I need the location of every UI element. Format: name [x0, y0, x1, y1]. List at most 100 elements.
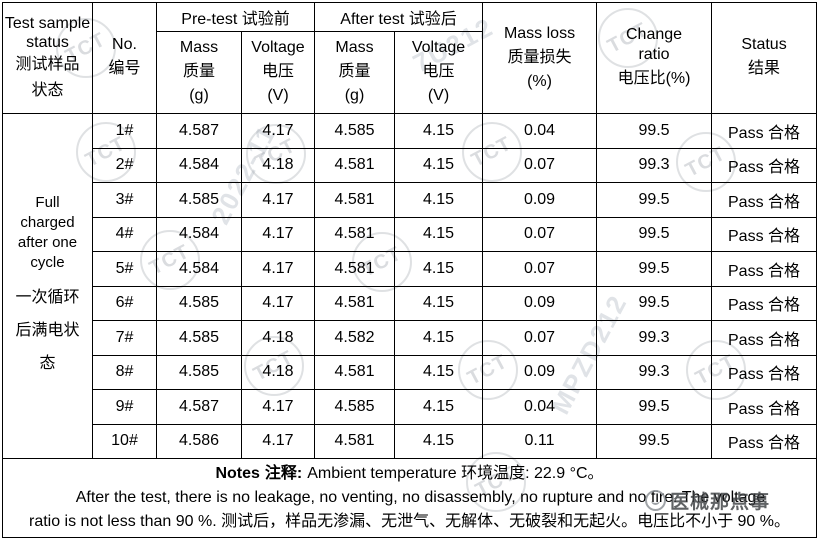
table-row: Full charged after one cycle 一次循环后满电状态 1… — [2, 113, 818, 459]
cell-no: 5# — [92, 251, 157, 287]
notes-result-line1: After the test, there is no leakage, no … — [75, 489, 766, 506]
cell-pre-voltage: 4.17 — [241, 251, 315, 287]
cell-pre-mass: 4.585 — [156, 182, 242, 218]
cell-post-voltage: 4.15 — [393, 182, 484, 218]
header-pre-mass: Mass 质量 (g) — [156, 31, 242, 114]
cell-status: Pass 合格 — [711, 285, 818, 321]
cell-status: Pass 合格 — [711, 251, 818, 287]
cell-mass-loss: 0.09 — [482, 285, 598, 321]
cell-change-ratio: 99.5 — [596, 285, 713, 321]
cell-status: Pass 合格 — [711, 113, 818, 149]
cell-no: 3# — [92, 182, 157, 218]
notes-row: Notes 注释: Ambient temperature 环境温度: 22.9 °… — [1, 458, 818, 538]
table-row: 3# 4.585 4.17 4.581 4.15 0.09 99.5 Pass … — [3, 182, 818, 218]
cell-status: Pass 合格 — [711, 354, 818, 390]
cell-pre-mass: 4.587 — [156, 389, 242, 425]
cell-pre-voltage: 4.17 — [241, 113, 315, 149]
cell-no: 6# — [92, 285, 157, 321]
brand-logo-icon — [645, 490, 666, 511]
cell-change-ratio: 99.3 — [596, 320, 713, 356]
table-row: 2# 4.584 4.18 4.581 4.15 0.07 99.3 Pass … — [3, 147, 818, 183]
cell-change-ratio: 99.5 — [596, 216, 713, 252]
header-no: No. 编号 — [92, 2, 157, 114]
cell-pre-mass: 4.585 — [156, 354, 242, 390]
cell-status: Pass 合格 — [711, 320, 818, 356]
cell-status: Pass 合格 — [711, 182, 818, 218]
header-group-row: Test sample status 测试样品 状态 No. 编号 Pre-te… — [2, 2, 818, 114]
brand-watermark-text: 医械那点事 — [670, 492, 771, 513]
table-row: 10# 4.586 4.17 4.581 4.15 0.11 99.5 Pass… — [3, 423, 818, 459]
cell-pre-mass: 4.584 — [156, 147, 242, 183]
header-mass-loss: Mass loss 质量损失 (%) — [482, 2, 598, 114]
cell-no: 9# — [92, 389, 157, 425]
cell-status: Pass 合格 — [711, 216, 818, 252]
cell-pre-voltage: 4.17 — [241, 285, 315, 321]
header-change-ratio: Change ratio 电压比(%) — [596, 2, 713, 114]
cell-post-mass: 4.585 — [314, 389, 395, 425]
header-post-mass: Mass 质量 (g) — [314, 31, 395, 114]
cell-no: 1# — [92, 113, 157, 149]
cell-mass-loss: 0.11 — [482, 423, 598, 459]
cell-post-mass: 4.582 — [314, 320, 395, 356]
cell-change-ratio: 99.5 — [596, 182, 713, 218]
cell-pre-mass: 4.585 — [156, 320, 242, 356]
cell-mass-loss: 0.09 — [482, 182, 598, 218]
cell-change-ratio: 99.5 — [596, 423, 713, 459]
cell-status: Pass 合格 — [711, 389, 818, 425]
cell-post-mass: 4.581 — [314, 216, 395, 252]
cell-post-mass: 4.581 — [314, 182, 395, 218]
table-row: 7# 4.585 4.18 4.582 4.15 0.07 99.3 Pass … — [3, 320, 818, 356]
table-row: 6# 4.585 4.17 4.581 4.15 0.09 99.5 Pass … — [3, 285, 818, 321]
cell-post-voltage: 4.15 — [393, 354, 484, 390]
cell-change-ratio: 99.5 — [596, 251, 713, 287]
cell-pre-mass: 4.585 — [156, 285, 242, 321]
header-sample-status-en: Test sample status — [4, 15, 91, 51]
sample-status-en: Full charged after one cycle — [17, 193, 78, 271]
cell-no: 10# — [92, 423, 157, 459]
cell-pre-mass: 4.584 — [156, 251, 242, 287]
header-sample-status: Test sample status 测试样品 状态 — [2, 2, 93, 114]
cell-no: 8# — [92, 354, 157, 390]
header-pre-voltage: Voltage 电压 (V) — [241, 31, 315, 114]
cell-post-mass: 4.581 — [314, 354, 395, 390]
cell-change-ratio: 99.3 — [596, 354, 713, 390]
cell-pre-voltage: 4.17 — [241, 423, 315, 459]
cell-post-voltage: 4.15 — [393, 320, 484, 356]
cell-post-voltage: 4.15 — [393, 147, 484, 183]
cell-mass-loss: 0.04 — [482, 389, 598, 425]
cell-post-mass: 4.581 — [314, 423, 395, 459]
cell-pre-voltage: 4.17 — [241, 389, 315, 425]
cell-post-voltage: 4.15 — [393, 423, 484, 459]
cell-mass-loss: 0.07 — [482, 251, 598, 287]
cell-pre-mass: 4.584 — [156, 216, 242, 252]
cell-mass-loss: 0.07 — [482, 147, 598, 183]
cell-pre-voltage: 4.18 — [241, 354, 315, 390]
cell-pre-mass: 4.586 — [156, 423, 242, 459]
cell-post-mass: 4.581 — [314, 285, 395, 321]
cell-change-ratio: 99.5 — [596, 389, 713, 425]
sample-status-cn: 一次循环后满电状态 — [15, 288, 80, 372]
cell-post-voltage: 4.15 — [393, 285, 484, 321]
cell-pre-voltage: 4.18 — [241, 320, 315, 356]
cell-pre-voltage: 4.17 — [241, 216, 315, 252]
cell-no: 7# — [92, 320, 157, 356]
header-status: Status 结果 — [711, 2, 818, 114]
header-sample-status-cn2: 状态 — [31, 82, 64, 99]
cell-status: Pass 合格 — [711, 147, 818, 183]
cell-no: 2# — [92, 147, 157, 183]
table-row: 5# 4.584 4.17 4.581 4.15 0.07 99.5 Pass … — [3, 251, 818, 287]
notes-label-en: Notes — [215, 465, 260, 482]
header-sub-row: Mass 质量 (g) Voltage 电压 (V) Mass 质量 (g) V… — [3, 31, 817, 114]
table-row: 4# 4.584 4.17 4.581 4.15 0.07 99.5 Pass … — [3, 216, 818, 252]
cell-status: Pass 合格 — [711, 423, 818, 459]
notes-ambient-text: Ambient temperature 环境温度: 22.9 °C。 — [307, 465, 604, 482]
cell-pre-mass: 4.587 — [156, 113, 242, 149]
notes-ambient-line: Notes 注释: Ambient temperature 环境温度: 22.9 °… — [3, 462, 816, 486]
cell-post-mass: 4.581 — [314, 251, 395, 287]
cell-post-voltage: 4.15 — [393, 251, 484, 287]
notes-label-cn: 注释: — [264, 465, 303, 482]
cell-post-mass: 4.585 — [314, 113, 395, 149]
cell-post-voltage: 4.15 — [393, 216, 484, 252]
cell-pre-voltage: 4.18 — [241, 147, 315, 183]
